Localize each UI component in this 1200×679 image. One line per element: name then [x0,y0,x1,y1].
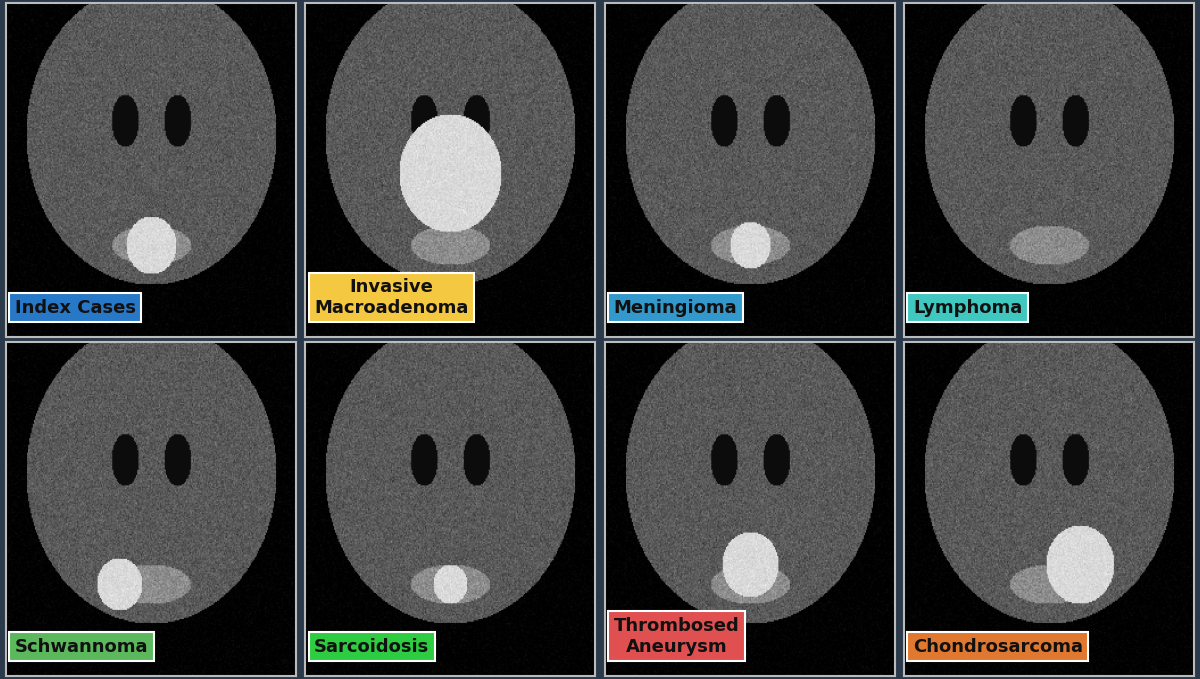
Text: Thrombosed
Aneurysm: Thrombosed Aneurysm [613,617,739,656]
Text: Lymphoma: Lymphoma [913,299,1022,317]
Text: Schwannoma: Schwannoma [14,638,148,656]
Text: Invasive
Macroadenoma: Invasive Macroadenoma [314,278,468,317]
Text: Meningioma: Meningioma [613,299,737,317]
Text: Chondrosarcoma: Chondrosarcoma [913,638,1082,656]
Text: Index Cases: Index Cases [14,299,136,317]
Text: Sarcoidosis: Sarcoidosis [314,638,430,656]
